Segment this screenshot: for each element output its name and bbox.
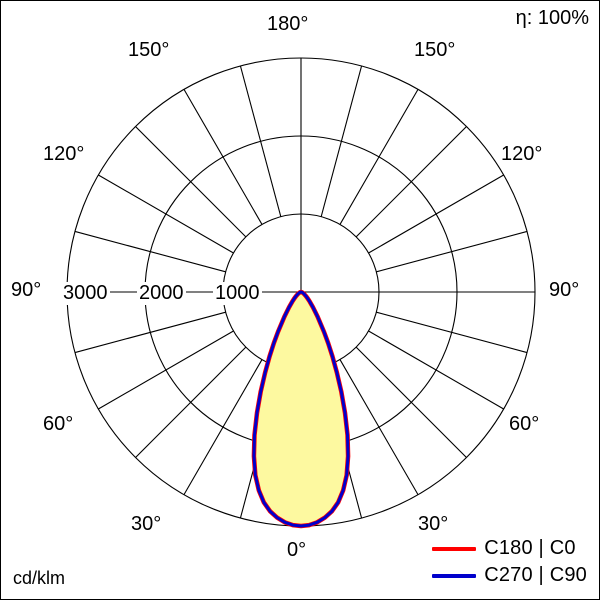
grid-spoke [376,230,528,273]
grid-spoke [135,346,247,458]
radial-tick-label: 2000 [137,282,186,305]
grid-spoke [98,174,234,254]
grid-spoke [339,359,419,495]
efficiency-label: η: 100% [515,7,589,29]
angle-tick-label: 120° [43,143,85,165]
intensity-curve [252,290,350,528]
angle-tick-label: 60° [509,413,540,435]
unit-label: cd/klm [13,568,66,588]
angle-tick-label: 30° [131,513,162,535]
grid-spoke [74,311,226,354]
legend-item-label: C270 | C90 [484,564,587,586]
angle-tick-label: 150° [128,39,170,61]
grid-spoke [355,346,467,458]
legend-swatch-icon [432,573,477,578]
radial-tick-label: 3000 [61,282,110,305]
grid-spoke [368,174,504,254]
legend-item[interactable]: C270 | C90 [432,564,587,587]
angle-tick-label: 90° [11,279,42,301]
grid-spoke [135,126,247,238]
grid-spoke [368,330,504,410]
angle-tick-label: 120° [501,143,543,165]
grid-spoke [183,359,263,495]
grid-spoke [98,330,234,410]
grid-spoke [339,89,419,225]
angle-tick-label: 180° [267,13,309,35]
grid-spoke [183,89,263,225]
intensity-fill [253,292,349,526]
intensity-curves [251,289,351,529]
grid-spoke [74,230,226,273]
angle-tick-label: 30° [418,513,449,535]
angle-tick-label: 60° [43,413,74,435]
legend: C180 | C0 C270 | C90 [432,537,587,587]
angle-tick-label: 0° [287,539,307,561]
radial-tick-label: 1000 [213,282,262,305]
angle-tick-label: 150° [414,39,456,61]
grid-spoke [320,65,363,217]
grid-spoke [355,126,467,238]
legend-swatch-icon [432,546,477,551]
angle-tick-label: 90° [549,279,580,301]
legend-item-label: C180 | C0 [484,537,576,559]
grid-spoke [376,311,528,354]
legend-item[interactable]: C180 | C0 [432,537,587,560]
grid-spoke [239,65,282,217]
